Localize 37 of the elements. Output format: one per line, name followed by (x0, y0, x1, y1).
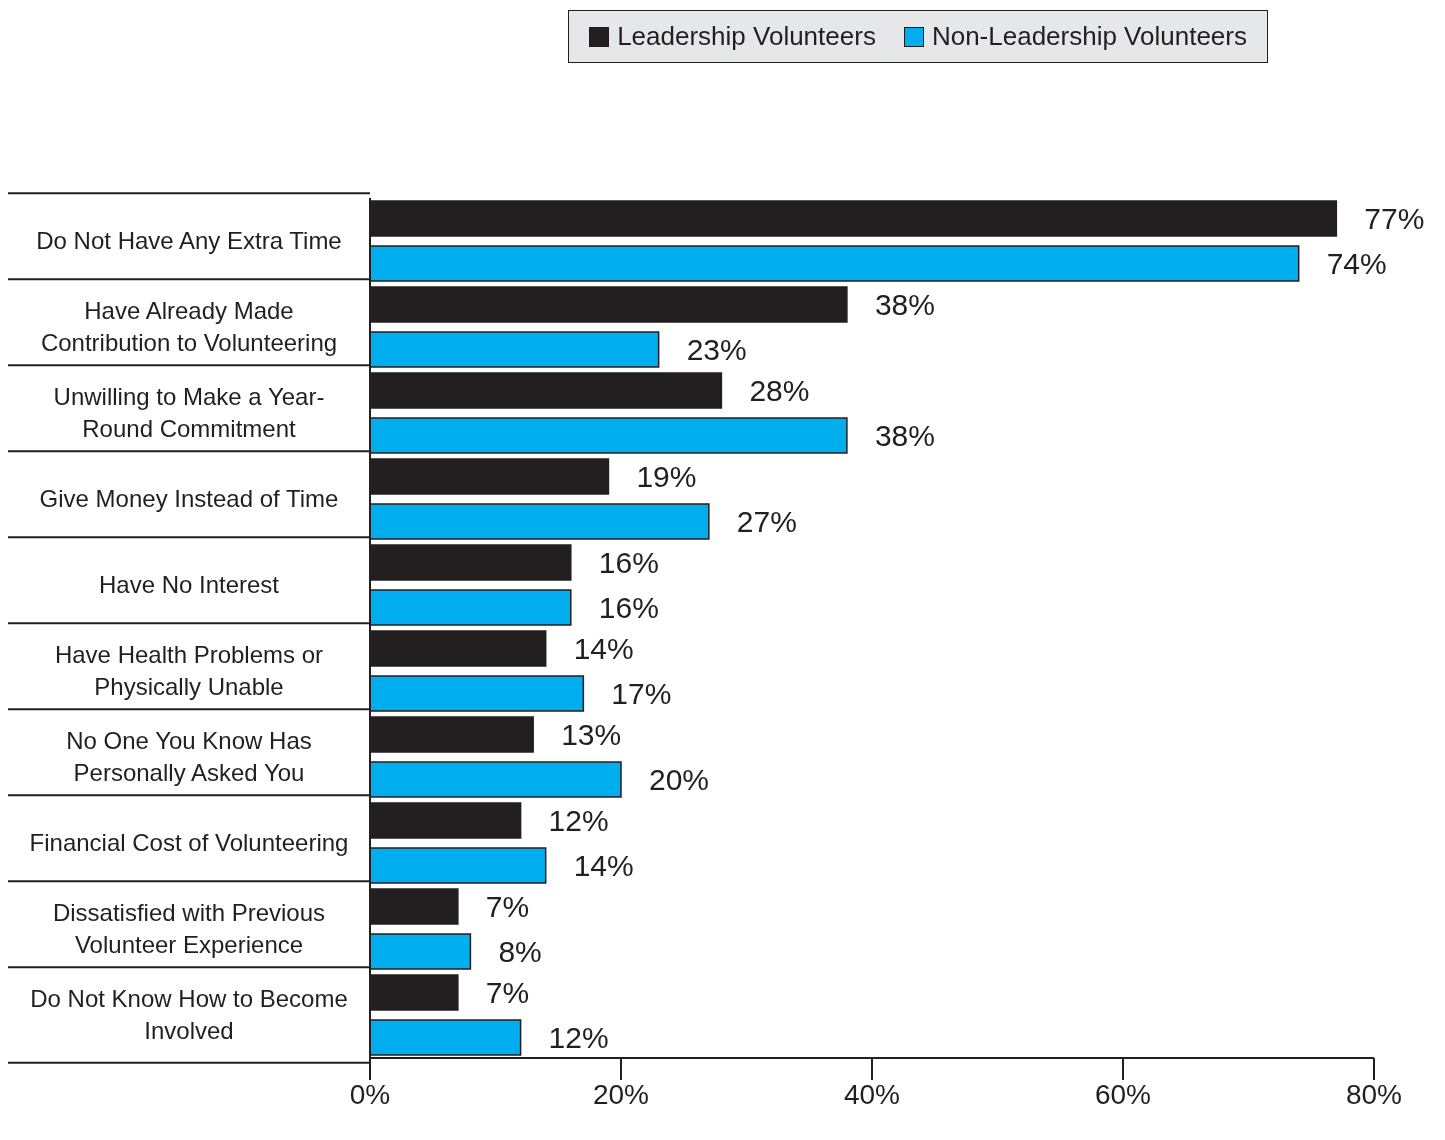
data-label: 7% (485, 976, 530, 1010)
data-label: 27% (736, 505, 797, 539)
data-label: 28% (749, 374, 810, 408)
data-label: 19% (636, 460, 697, 494)
data-label: 74% (1326, 247, 1387, 281)
data-label: 7% (485, 890, 530, 924)
data-label: 38% (874, 288, 935, 322)
y-tick-label: Have Health Problems or Physically Unable (54, 641, 324, 700)
data-label: 17% (611, 677, 672, 711)
data-label: 16% (598, 546, 659, 580)
x-tick-label: 60% (1094, 1078, 1152, 1110)
x-tick-label: 0% (349, 1078, 391, 1110)
x-tick-label: 80% (1345, 1078, 1403, 1110)
data-label: 20% (649, 763, 710, 797)
data-label: 12% (548, 804, 609, 838)
x-tick-label: 20% (592, 1078, 650, 1110)
data-label: 38% (874, 419, 935, 453)
x-tick-label: 40% (843, 1078, 901, 1110)
y-tick-label: Unwilling to Make a Year-Round Commitment (53, 383, 325, 442)
y-tick-label: No One You Know Has Personally Asked You (66, 727, 312, 786)
data-label: 8% (498, 935, 542, 969)
data-label: 23% (686, 333, 747, 367)
y-tick-label: Have No Interest (98, 571, 280, 598)
data-label: 12% (548, 1021, 609, 1055)
data-label: 77% (1364, 202, 1425, 236)
y-tick-label: Have Already Made Contribution to Volunteering (40, 297, 338, 356)
y-tick-label: Dissatisfied with Previous Volunteer Experience (52, 899, 326, 958)
data-label: 14% (573, 632, 634, 666)
legend-label: Non-Leadership Volunteers (930, 21, 1247, 52)
y-tick-label: Do Not Have Any Extra Time (36, 227, 342, 254)
data-label: 14% (573, 849, 634, 883)
y-tick-label: Do Not Know How to Become Involved (30, 985, 348, 1044)
data-label: 16% (598, 591, 659, 625)
y-tick-label: Financial Cost of Volunteering (29, 829, 349, 856)
data-label: 13% (561, 718, 622, 752)
legend-label: Leadership Volunteers (616, 21, 876, 52)
y-tick-label: Give Money Instead of Time (39, 485, 339, 512)
